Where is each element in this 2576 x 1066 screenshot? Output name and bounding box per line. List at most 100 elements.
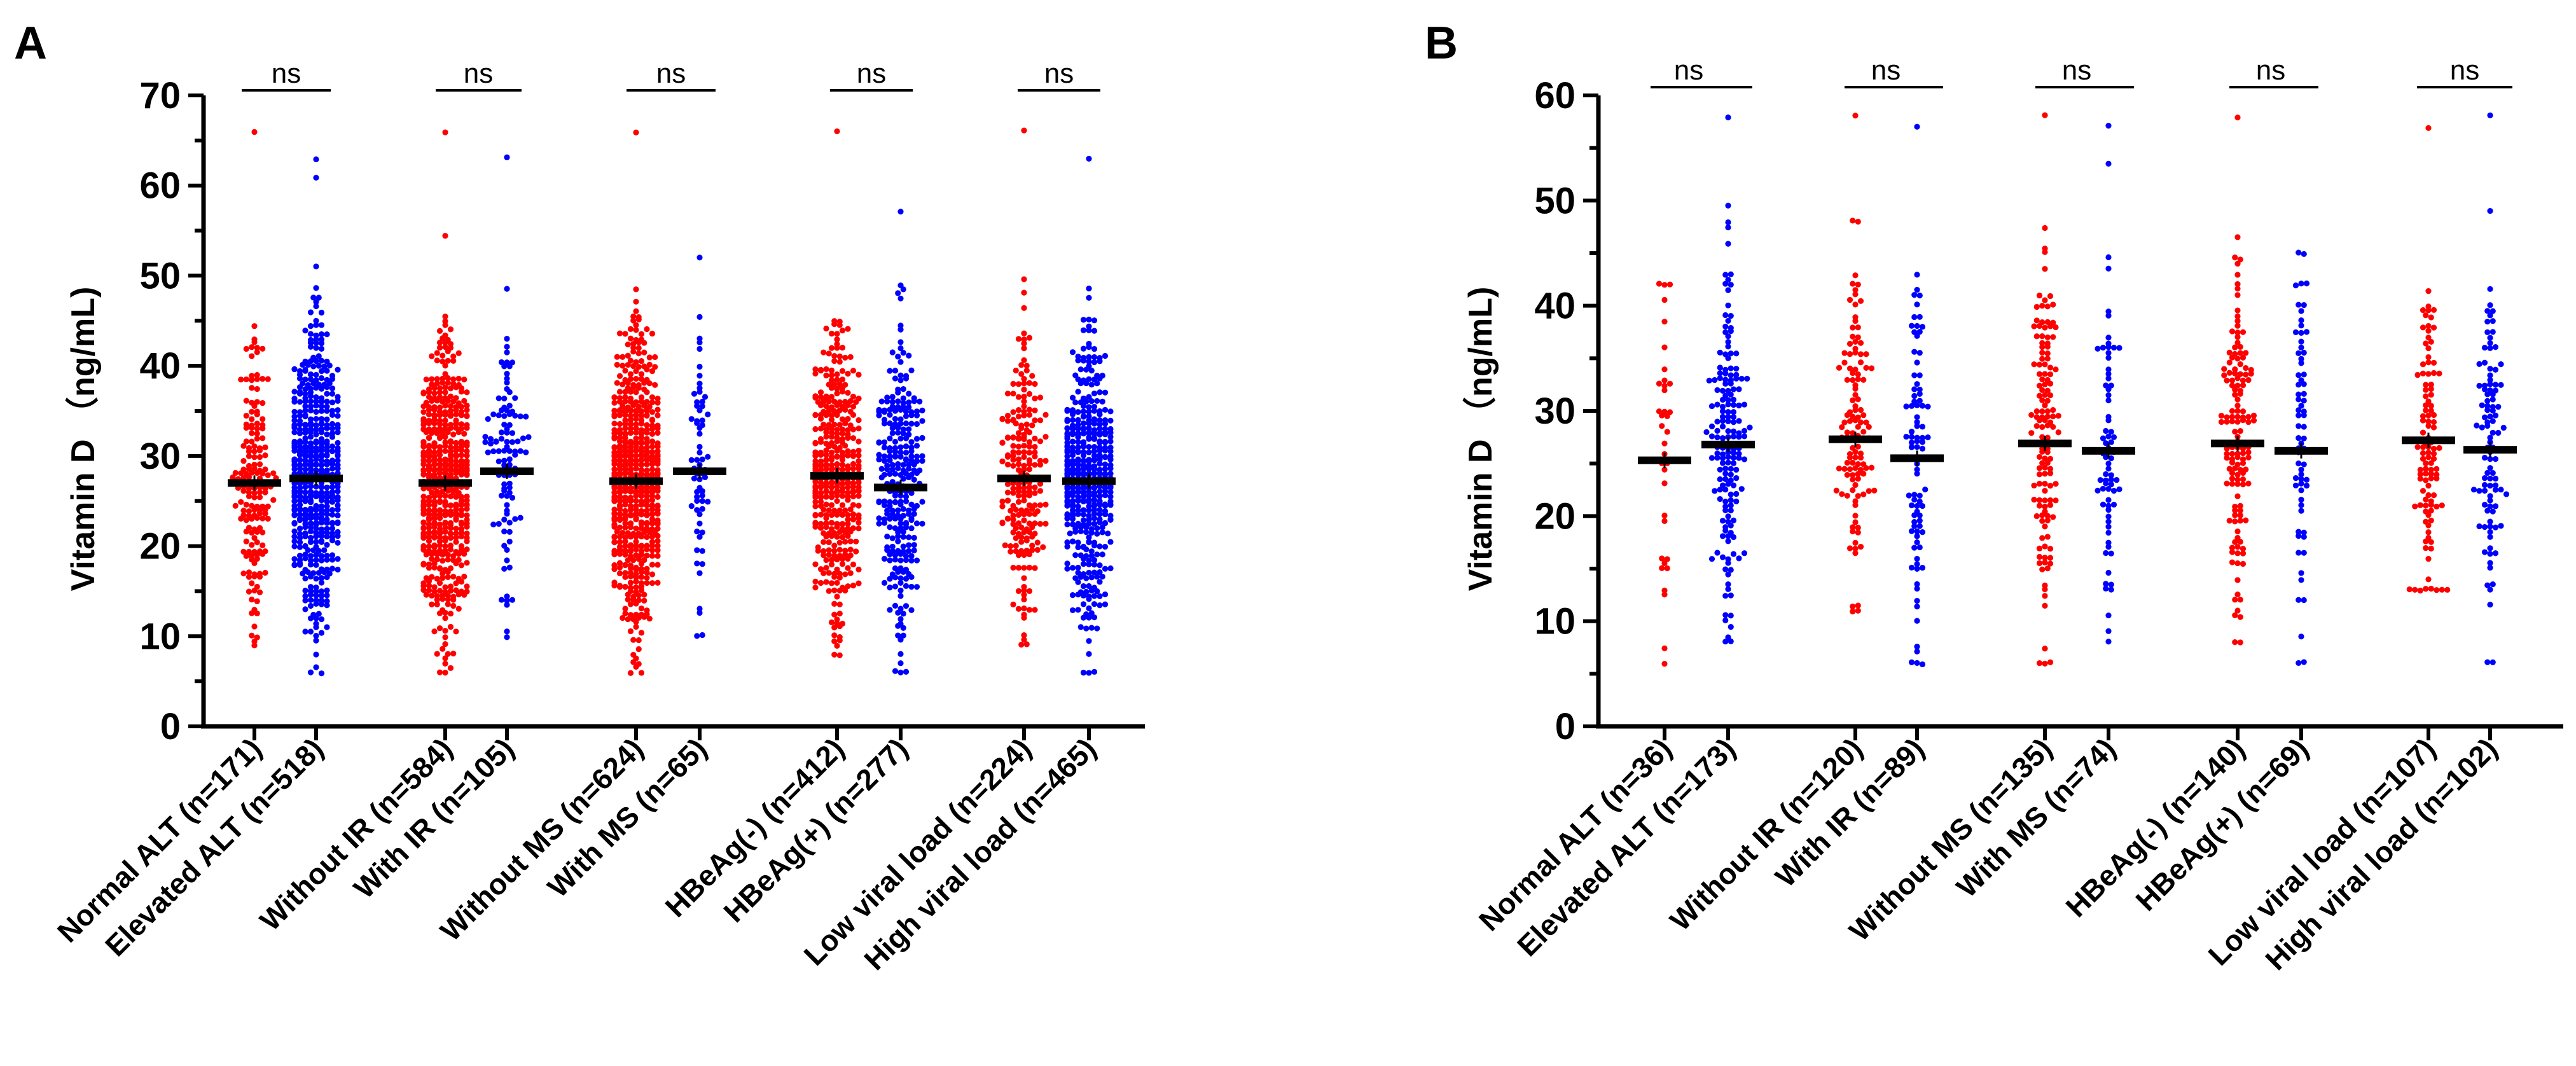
- panel-a-data-point: [848, 546, 854, 552]
- panel-a-data-point: [1102, 485, 1108, 490]
- panel-a-data-point: [329, 507, 335, 513]
- panel-a-data-point: [426, 549, 432, 555]
- panel-b-data-point: [2042, 481, 2047, 487]
- panel-a-data-point: [848, 538, 854, 544]
- panel-b-data-point: [1917, 314, 1923, 320]
- panel-b-data-point: [2056, 413, 2061, 419]
- panel-a-data-point: [633, 600, 639, 606]
- panel-a-data-point: [1097, 440, 1102, 445]
- panel-a-data-point: [879, 399, 885, 405]
- panel-a-data-point: [622, 606, 628, 611]
- panel-a-data-point: [1021, 305, 1027, 311]
- panel-a-data-point: [617, 412, 623, 417]
- panel-a-data-point: [450, 603, 456, 609]
- panel-a-data-point: [254, 408, 260, 414]
- panel-a-data-point: [1070, 592, 1076, 598]
- panel-a-data-point: [319, 527, 324, 532]
- panel-a-data-point: [823, 515, 829, 521]
- panel-b-significance: ns ns ns ns ns: [1651, 55, 2512, 87]
- panel-b-data-point: [1869, 465, 1874, 471]
- panel-a-data-point: [887, 453, 892, 459]
- panel-a-data-point: [1042, 521, 1048, 527]
- panel-b-data-point: [2042, 371, 2047, 377]
- panel-a-data-point: [628, 413, 634, 419]
- panel-a-data-point: [297, 371, 303, 377]
- panel-b-data-point: [1725, 454, 1731, 460]
- panel-a-data-point: [892, 603, 898, 609]
- panel-a-data-point: [850, 368, 856, 373]
- panel-a-data-point: [459, 463, 464, 469]
- panel-b-data-point: [1709, 556, 1715, 562]
- panel-b-data-point: [2039, 424, 2045, 430]
- panel-a-data-point: [319, 511, 324, 516]
- panel-a-data-point: [442, 615, 448, 621]
- panel-a-data-point: [628, 441, 634, 446]
- panel-a-data-point: [501, 422, 507, 427]
- panel-a-data-point: [244, 425, 249, 431]
- panel-b-data-point: [2227, 350, 2233, 356]
- panel-a-data-point: [906, 466, 911, 471]
- panel-b-data-point: [1847, 545, 1853, 551]
- panel-a-data-point: [654, 461, 660, 467]
- panel-a-data-point: [639, 420, 644, 426]
- panel-b-data-point: [2298, 570, 2304, 576]
- panel-b-data-point: [2234, 529, 2240, 534]
- panel-a-data-point: [1107, 539, 1113, 544]
- panel-a-data-point: [1091, 354, 1097, 360]
- panel-a-data-point: [908, 574, 914, 580]
- panel-a-data-point: [1086, 513, 1091, 518]
- panel-b-data-point: [2238, 467, 2243, 473]
- panel-a-data-point: [329, 385, 335, 391]
- panel-a-data-point: [1086, 328, 1091, 333]
- panel-a-data-point: [1027, 565, 1032, 571]
- panel-a-data-point: [812, 490, 818, 496]
- panel-b-data-point: [2482, 524, 2488, 530]
- panel-a-data-point: [644, 399, 649, 405]
- panel-a-data-point: [464, 453, 469, 459]
- panel-a-data-point: [291, 485, 297, 490]
- panel-a-data-point: [812, 426, 818, 432]
- panel-b-data-point: [2436, 371, 2442, 377]
- panel-b-data-point: [1661, 297, 1667, 303]
- panel-b-category-labels: Normal ALT (n=36)Elevated ALT (n=173)Wit…: [1472, 726, 2503, 976]
- panel-b-data-point: [2296, 423, 2301, 429]
- panel-b-data-point: [2296, 597, 2301, 603]
- panel-a-data-point: [450, 358, 456, 364]
- panel-a-data-point: [837, 653, 843, 658]
- panel-a-data-point: [246, 453, 252, 459]
- panel-a-data-point: [431, 502, 437, 508]
- panel-b-data-point: [1728, 272, 1734, 277]
- panel-a-data-point: [644, 520, 649, 526]
- panel-a-data-point: [442, 589, 448, 595]
- panel-b-data-point: [2490, 470, 2496, 476]
- panel-a-data-point: [488, 436, 494, 442]
- panel-a-data-point: [291, 493, 297, 499]
- panel-b-data-point: [1731, 483, 1736, 488]
- panel-b-data-point: [2042, 225, 2047, 231]
- panel-b-data-point: [1728, 472, 1734, 478]
- panel-a-data-point: [308, 463, 314, 469]
- panel-a-data-point: [335, 448, 340, 454]
- panel-b-data-point: [2105, 519, 2111, 525]
- panel-b-data-point: [2238, 371, 2243, 377]
- panel-b-data-point: [1709, 403, 1715, 409]
- panel-a-data-point: [420, 499, 426, 504]
- panel-b-data-point: [2484, 423, 2490, 429]
- panel-a-data-point: [829, 466, 834, 472]
- panel-a-data-point: [1027, 551, 1032, 557]
- panel-a-data-point: [850, 435, 856, 441]
- panel-b-data-point: [2428, 382, 2434, 387]
- panel-a-data-point: [855, 567, 861, 572]
- panel-a-data-point: [308, 371, 314, 377]
- panel-a-data-point: [254, 426, 260, 431]
- panel-a-data-point: [1081, 439, 1086, 445]
- panel-a-data-point: [265, 376, 271, 382]
- panel-b-data-point: [2039, 303, 2045, 308]
- panel-b-data-point: [1728, 377, 1734, 383]
- panel-a-data-point: [429, 377, 434, 382]
- panel-a-data-point: [1107, 485, 1113, 490]
- panel-b-data-point: [2296, 350, 2301, 356]
- panel-a-data-point: [1021, 357, 1027, 363]
- panel-a-data-point: [302, 543, 308, 549]
- panel-a-data-point: [308, 603, 314, 609]
